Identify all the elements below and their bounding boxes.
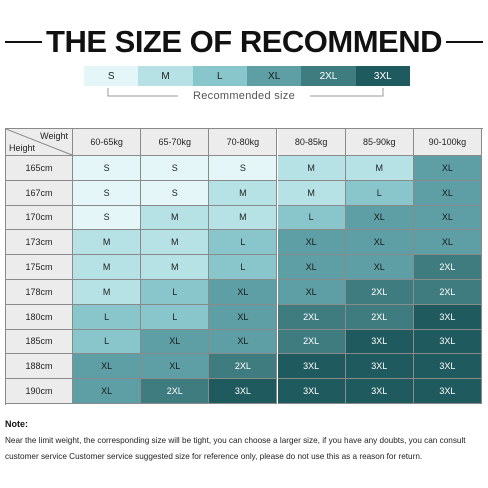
corner-cell: Weight Height bbox=[6, 129, 73, 156]
size-cell: 3XL bbox=[413, 354, 482, 380]
column-header: 70-80kg bbox=[209, 129, 278, 156]
size-cell: XL bbox=[141, 354, 210, 380]
size-cell: XL bbox=[413, 180, 482, 206]
size-cell: 3XL bbox=[413, 379, 482, 404]
size-cell: XL bbox=[345, 255, 414, 280]
size-cell: 2XL bbox=[345, 304, 414, 330]
size-cell: L bbox=[73, 304, 142, 330]
size-cell: 2XL bbox=[277, 329, 346, 355]
legend-item: S bbox=[84, 66, 139, 86]
size-cell: M bbox=[73, 230, 142, 256]
size-cell: 2XL bbox=[413, 280, 482, 305]
size-cell: XL bbox=[209, 329, 278, 355]
size-cell: M bbox=[209, 205, 278, 231]
column-header-label: Weight bbox=[40, 131, 68, 141]
size-cell: 3XL bbox=[345, 354, 414, 380]
size-cell: 3XL bbox=[413, 329, 482, 355]
size-cell: M bbox=[141, 205, 210, 231]
legend-item: 3XL bbox=[355, 66, 410, 86]
size-cell: L bbox=[141, 304, 210, 330]
row-header-label: Height bbox=[9, 143, 36, 153]
size-cell: L bbox=[345, 180, 414, 206]
column-header: 60-65kg bbox=[73, 129, 142, 156]
row-header: 180cm bbox=[6, 304, 73, 330]
size-cell: M bbox=[73, 280, 142, 305]
size-cell: XL bbox=[277, 280, 346, 305]
column-header: 65-70kg bbox=[141, 129, 210, 156]
size-cell: M bbox=[345, 156, 414, 181]
size-cell: XL bbox=[277, 230, 346, 256]
size-cell: M bbox=[141, 255, 210, 280]
corner-diagonal bbox=[6, 129, 73, 156]
legend-item: L bbox=[192, 66, 247, 86]
size-cell: 2XL bbox=[141, 379, 210, 404]
size-cell: XL bbox=[413, 230, 482, 256]
legend-bracket bbox=[107, 88, 384, 97]
size-cell: L bbox=[73, 329, 142, 355]
title-rule bbox=[445, 41, 484, 43]
size-legend: S M L XL 2XL 3XL bbox=[84, 66, 410, 86]
row-header: 178cm bbox=[6, 280, 73, 305]
size-cell: XL bbox=[73, 354, 142, 380]
size-cell: XL bbox=[209, 304, 278, 330]
size-cell: S bbox=[141, 180, 210, 206]
legend-item: 2XL bbox=[301, 66, 356, 86]
size-cell: 2XL bbox=[277, 304, 346, 330]
size-table: Weight Height 60-65kg 65-70kg 70-80kg 80-85kg… bbox=[5, 128, 483, 405]
size-cell: 3XL bbox=[345, 379, 414, 404]
legend-item: XL bbox=[246, 66, 302, 86]
size-cell: M bbox=[277, 156, 346, 181]
size-cell: XL bbox=[209, 280, 278, 305]
size-cell: 3XL bbox=[413, 304, 482, 330]
size-cell: XL bbox=[413, 156, 482, 181]
size-cell: 2XL bbox=[413, 255, 482, 280]
size-cell: 3XL bbox=[277, 379, 346, 404]
size-cell: XL bbox=[141, 329, 210, 355]
size-cell: S bbox=[209, 156, 278, 181]
note-title: Note: bbox=[5, 419, 28, 429]
size-cell: L bbox=[209, 255, 278, 280]
size-cell: M bbox=[141, 230, 210, 256]
size-cell: 3XL bbox=[277, 354, 346, 380]
size-cell: 2XL bbox=[345, 280, 414, 305]
column-header: 85-90kg bbox=[345, 129, 414, 156]
note-line: Near the limit weight, the corresponding… bbox=[5, 436, 466, 445]
row-header: 173cm bbox=[6, 230, 73, 256]
row-header: 175cm bbox=[6, 255, 73, 280]
size-cell: 3XL bbox=[345, 329, 414, 355]
note-line: customer service Customer service sugges… bbox=[5, 452, 423, 461]
size-cell: L bbox=[277, 205, 346, 231]
size-cell: XL bbox=[73, 379, 142, 404]
size-cell: M bbox=[277, 180, 346, 206]
size-cell: S bbox=[73, 205, 142, 231]
title-rule bbox=[5, 41, 43, 43]
row-header: 165cm bbox=[6, 156, 73, 181]
size-cell: L bbox=[209, 230, 278, 256]
size-cell: 2XL bbox=[209, 354, 278, 380]
size-cell: S bbox=[73, 156, 142, 181]
size-cell: S bbox=[73, 180, 142, 206]
size-cell: XL bbox=[413, 205, 482, 231]
column-header: 90-100kg bbox=[413, 129, 482, 156]
size-cell: M bbox=[73, 255, 142, 280]
size-cell: S bbox=[141, 156, 210, 181]
size-cell: L bbox=[141, 280, 210, 305]
size-cell: XL bbox=[277, 255, 346, 280]
row-header: 190cm bbox=[6, 379, 73, 404]
size-cell: XL bbox=[345, 230, 414, 256]
row-header: 167cm bbox=[6, 180, 73, 206]
row-header: 170cm bbox=[6, 205, 73, 231]
row-header: 188cm bbox=[6, 354, 73, 380]
column-header: 80-85kg bbox=[277, 129, 346, 156]
title-row: THE SIZE OF RECOMMEND bbox=[5, 24, 484, 60]
size-cell: M bbox=[209, 180, 278, 206]
legend-item: M bbox=[138, 66, 193, 86]
row-header: 185cm bbox=[6, 329, 73, 355]
size-cell: XL bbox=[345, 205, 414, 231]
legend-caption: Recommended size bbox=[192, 90, 295, 102]
title: THE SIZE OF RECOMMEND bbox=[46, 24, 442, 59]
size-cell: 3XL bbox=[209, 379, 278, 404]
